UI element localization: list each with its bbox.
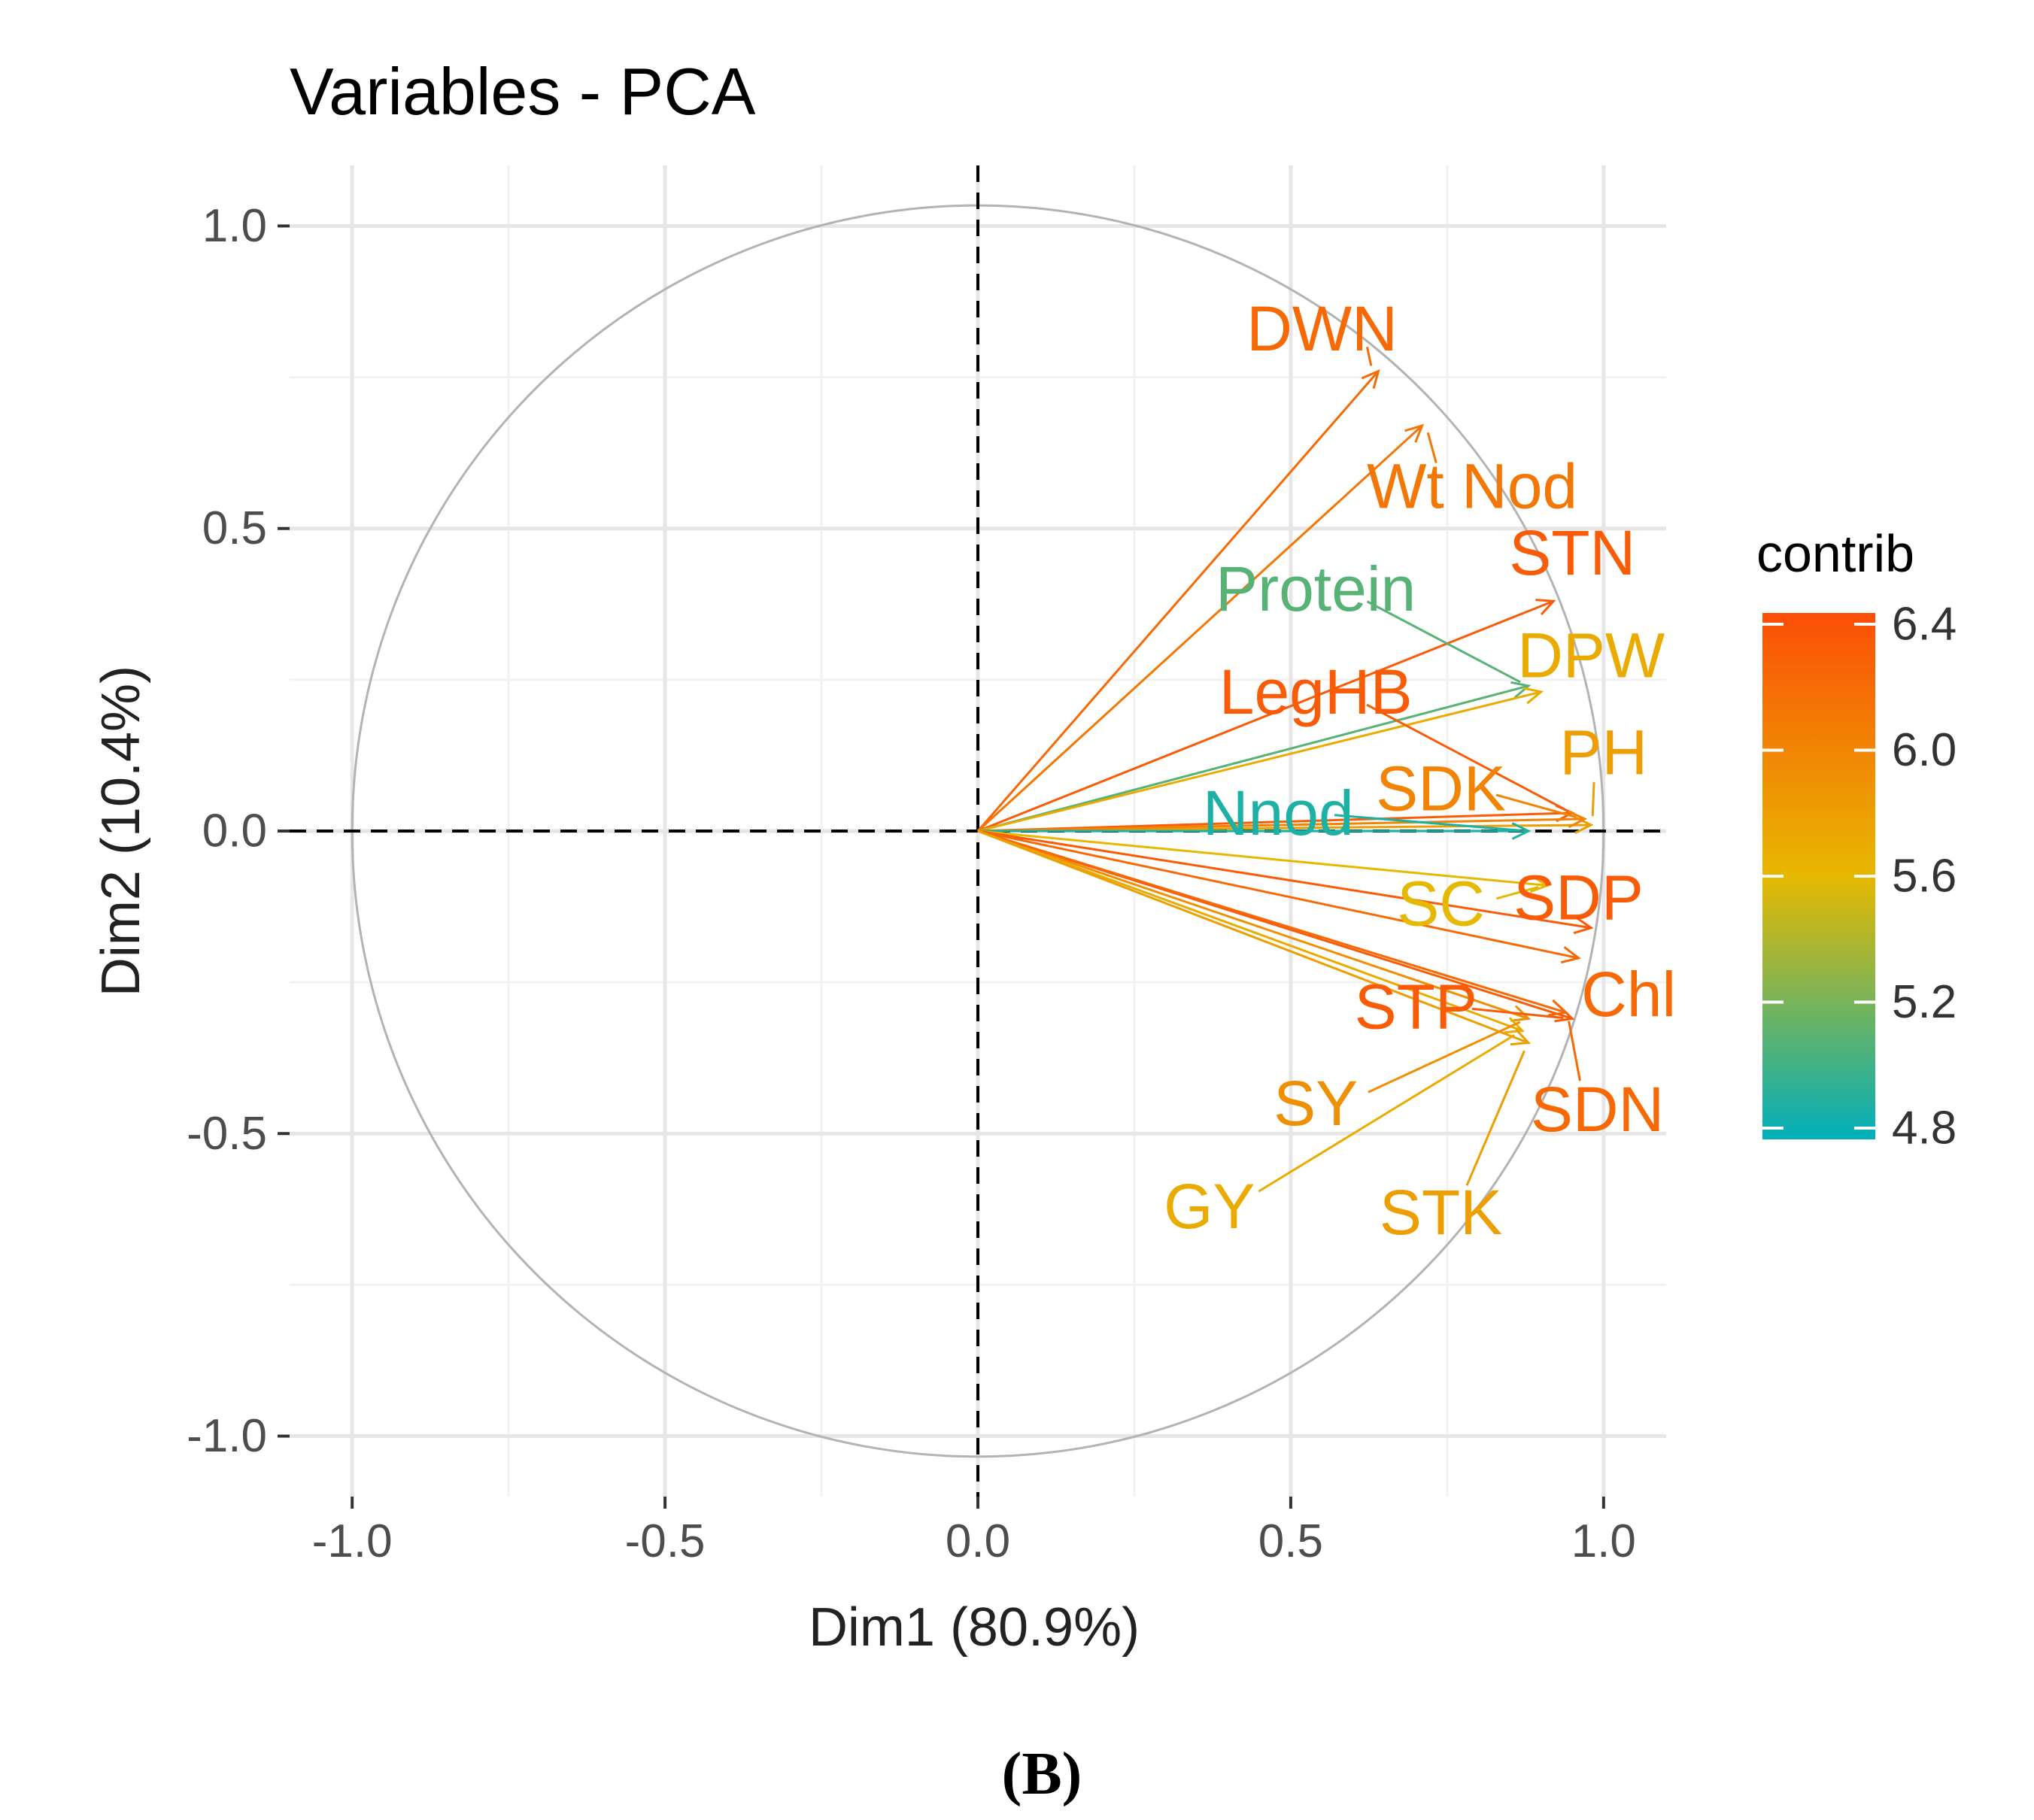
legend-tick-label: 5.6 — [1892, 851, 1957, 902]
legend-title: contrib — [1756, 524, 1914, 583]
label-stk: STK — [1380, 1177, 1502, 1248]
arrow-protein — [977, 684, 1529, 833]
legend-tick-label: 6.0 — [1892, 724, 1957, 776]
leader-nnod — [1334, 814, 1520, 832]
arrowhead-chl — [1560, 946, 1581, 964]
leader-wt-nod — [1426, 432, 1437, 463]
arrowhead-sdn — [1547, 999, 1569, 1017]
legend-ticks: 4.8 5.2 5.6 6.0 6.4 — [1762, 599, 1957, 1154]
arrowhead-sdk — [1568, 810, 1588, 829]
x-axis-title: Dim1 (80.9%) — [809, 1597, 1140, 1658]
y-tick-label: -1.0 — [187, 1410, 267, 1462]
panel-label: (B) — [1002, 1741, 1082, 1807]
label-stp: STP — [1355, 971, 1477, 1042]
arrow-chl — [977, 830, 1579, 960]
arrowhead-stk — [1510, 1029, 1532, 1046]
x-tick-label: 0.5 — [1258, 1515, 1323, 1567]
y-tick-label: -0.5 — [187, 1108, 267, 1160]
leader-sdn — [1568, 1021, 1581, 1081]
y-axis-ticks: -1.0 -0.5 0.0 0.5 1.0 — [187, 200, 290, 1462]
arrow-dwn — [976, 370, 1380, 832]
arrowhead-protein — [1510, 681, 1532, 699]
leader-stk — [1465, 1050, 1526, 1186]
label-sdn: SDN — [1531, 1074, 1664, 1145]
arrowhead-dwn — [1361, 369, 1380, 390]
leader-leghb — [1366, 703, 1565, 811]
arrow-sdp — [977, 830, 1592, 930]
label-ph: PH — [1559, 717, 1647, 787]
x-tick-label: 1.0 — [1571, 1515, 1636, 1567]
arrow-gy — [977, 830, 1523, 1032]
leader-ph — [1591, 781, 1595, 817]
arrow-sdk — [977, 817, 1585, 833]
label-protein: Protein — [1216, 554, 1416, 624]
leader-stp — [1471, 1007, 1564, 1019]
arrowhead-sc — [1529, 875, 1550, 893]
leader-dwn — [1365, 346, 1373, 366]
legend-tick-label: 5.2 — [1892, 976, 1957, 1028]
leader-protein — [1366, 600, 1521, 684]
legend-tick-label: 4.8 — [1892, 1103, 1957, 1154]
variable-arrows — [976, 369, 1594, 1046]
arrow-sdn — [977, 830, 1567, 1014]
leader-gy — [1258, 1034, 1515, 1193]
label-sy: SY — [1274, 1068, 1358, 1139]
leader-sc — [1496, 885, 1539, 900]
arrowhead-sy — [1510, 1005, 1532, 1022]
label-stn: STN — [1509, 517, 1635, 588]
arrow-stn — [977, 599, 1554, 833]
arrow-stk — [977, 830, 1529, 1044]
arrowhead-sdp — [1573, 916, 1594, 935]
arrowhead-wt-nod — [1404, 423, 1425, 443]
arrow-dpw — [977, 690, 1541, 833]
arrow-wt-nod — [976, 424, 1423, 833]
leader-sdk — [1495, 793, 1577, 818]
x-axis-ticks: -1.0 -0.5 0.0 0.5 1.0 — [312, 1497, 1636, 1567]
arrowhead-stn — [1535, 599, 1556, 615]
arrowhead-nnod — [1511, 822, 1532, 840]
label-dpw: DPW — [1517, 620, 1665, 691]
label-chl: Chl — [1581, 959, 1676, 1030]
y-axis-title: Dim2 (10.4%) — [91, 666, 151, 996]
label-gy: GY — [1164, 1171, 1255, 1242]
label-nnod: Nnod — [1203, 778, 1354, 848]
y-tick-label: 0.5 — [202, 502, 267, 554]
arrowhead-gy — [1504, 1017, 1525, 1034]
label-wt-nod: Wt Nod — [1367, 450, 1577, 521]
arrow-sc — [977, 830, 1548, 887]
label-sdk: SDK — [1376, 754, 1506, 824]
label-sc: SC — [1397, 869, 1485, 939]
legend-tick-label: 6.4 — [1892, 599, 1957, 651]
label-sdp: SDP — [1513, 863, 1644, 933]
label-leghb: LegHB — [1219, 657, 1413, 727]
x-tick-label: -0.5 — [625, 1515, 706, 1567]
x-tick-label: 0.0 — [946, 1515, 1010, 1567]
x-tick-label: -1.0 — [312, 1515, 393, 1567]
leader-sy — [1368, 1021, 1521, 1094]
label-dwn: DWN — [1246, 293, 1398, 364]
chart-title: Variables - PCA — [290, 54, 756, 129]
arrow-sy — [977, 830, 1529, 1020]
arrowhead-dpw — [1522, 687, 1544, 705]
label-leader-lines — [1258, 346, 1595, 1193]
legend: contrib 4.8 5.2 5.6 6.0 6.4 — [1756, 524, 1957, 1154]
y-tick-label: 1.0 — [202, 200, 267, 252]
y-tick-label: 0.0 — [202, 805, 267, 857]
